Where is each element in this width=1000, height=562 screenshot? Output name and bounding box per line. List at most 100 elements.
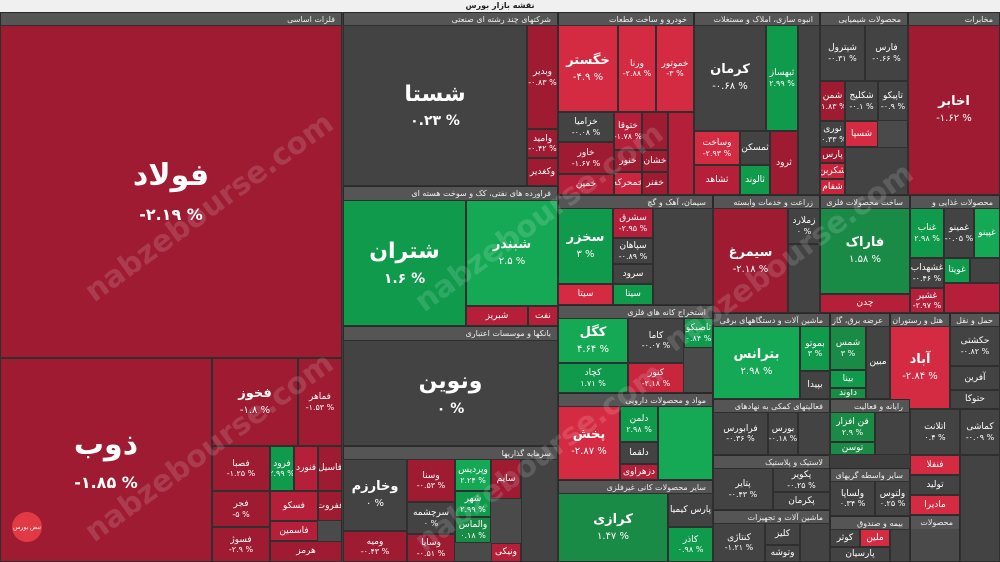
tile-alnet[interactable]: اتلانت ۰.۴ %	[910, 409, 960, 455]
tile-vesaya[interactable]: وسایا -۰.۵۱ %	[407, 534, 455, 562]
tile-shabriz[interactable]: شبریز	[466, 306, 528, 326]
tile-kama[interactable]: کاما -۰.۰۷ %	[628, 318, 684, 363]
tile-sepahanx[interactable]: سیتا	[613, 284, 653, 305]
tile-small[interactable]	[653, 208, 713, 305]
tile-khemhan[interactable]: خمحرکه	[614, 172, 642, 195]
tile-vapardis[interactable]: وپردیس ۲.۲۴ %	[455, 459, 491, 491]
tile-kegol[interactable]: کگل ۴.۶۴ %	[558, 318, 628, 363]
tile-shasta[interactable]: شستا ۰.۲۳ %	[343, 25, 527, 186]
tile-kavir[interactable]: کوثر	[830, 529, 860, 547]
tile-small[interactable]	[668, 112, 694, 195]
tile-kechad[interactable]: کچاد ۱.۷۱ %	[558, 363, 628, 393]
tile-khetur[interactable]: خنور	[614, 150, 642, 172]
tile-sefars[interactable]: سشرق -۲.۹۵ %	[613, 208, 653, 238]
tile-khemin[interactable]: خمین	[558, 174, 614, 195]
tile-tapico[interactable]: تاصیکو ۰.۸۴ %	[684, 318, 713, 348]
tile-small[interactable]	[798, 25, 820, 195]
tile-bahman[interactable]: پارس کیمیا	[668, 493, 713, 527]
tile-khomotor[interactable]: خموتور -۳ %	[656, 25, 694, 112]
tile-shpetrol[interactable]: شپترول -۰.۳۱ %	[820, 25, 865, 81]
tile-ghpars[interactable]: غپینو	[974, 208, 1000, 258]
tile-noori[interactable]: نوری-۰.۳۳ %	[820, 121, 845, 147]
tile-betrans[interactable]: بترانس ۲.۹۸ %	[713, 326, 800, 399]
tile-hafkoshti[interactable]: حکشتی -۰.۸۲ %	[950, 326, 1000, 366]
tile-khazamia[interactable]: خزامیا -۰.۰۸ %	[558, 112, 614, 142]
tile-sekhazar[interactable]: سخزر ۳ %	[558, 208, 613, 284]
tile-shakhlij[interactable]: شکلیج -۰.۱ %	[845, 81, 878, 121]
tile-hormoz[interactable]: هرمز	[270, 541, 342, 562]
tile-vakharazm[interactable]: وخارزم ۰ %	[343, 459, 407, 531]
tile-shagam[interactable]: شفام	[820, 179, 845, 195]
tile-froud[interactable]: فرود ۲.۹۹ %	[270, 446, 294, 491]
tile-faraak[interactable]: فاراک ۱.۵۸ %	[820, 208, 910, 294]
tile-valtoos[interactable]: ولتوس ۰.۲۵ %	[875, 481, 910, 516]
tile-vasakht[interactable]: وساخت -۲.۹۳ %	[694, 131, 740, 165]
tile-dalqa[interactable]: دلقما	[620, 442, 658, 464]
tile-dalmn[interactable]: دلمن ۲.۹۸ %	[620, 406, 658, 442]
tile-fajr[interactable]: فجر -۵ %	[212, 491, 270, 527]
tile-vamid[interactable]: وامید -۰.۴۲ %	[527, 129, 558, 158]
tile-ghshir[interactable]: غشیر -۲.۹۷ %	[910, 288, 944, 313]
tile-kalaz[interactable]: کاذر ۰.۹۸ %	[668, 527, 713, 562]
tile-vanovin[interactable]: ونوین ۰ %	[343, 340, 558, 446]
tile-tapiko[interactable]: تاپیکو -۰.۹ %	[878, 81, 908, 121]
tile-tashahad[interactable]: ثشاهد	[694, 165, 740, 195]
tile-fars[interactable]: فارس -۰.۶۶ %	[865, 25, 908, 81]
tile-zamlad[interactable]: زملارد ۰ %	[788, 208, 820, 244]
tile-kerman[interactable]: کرمان -۰.۶۸ %	[694, 25, 766, 131]
tile-aparin[interactable]: آفرین	[950, 366, 1000, 390]
tile-maheen[interactable]: ملین	[860, 529, 890, 547]
tile-small[interactable]	[800, 523, 830, 562]
tile-khashan[interactable]: خشان	[642, 150, 668, 172]
tile-kerazi[interactable]: کرازی ۱.۴۷ %	[558, 493, 668, 562]
tile-small[interactable]	[944, 283, 1000, 313]
tile-bourse[interactable]: بورس -۰.۱۸ %	[768, 412, 798, 455]
tile-abad[interactable]: آباد -۲.۸۴ %	[890, 326, 950, 409]
tile-khavar[interactable]: خاور -۱.۶۷ %	[558, 142, 614, 174]
tile-ghmino[interactable]: غمینو -۰.۰۵ %	[944, 208, 974, 258]
tile-small[interactable]	[658, 406, 713, 480]
tile-akhaber[interactable]: اخابر -۱.۶۲ %	[908, 25, 1000, 195]
tile-khegostar[interactable]: خگستر -۴.۹ %	[558, 25, 618, 112]
tile-sarood[interactable]: سرود	[613, 264, 653, 284]
tile-chedn[interactable]: چدن	[820, 294, 910, 313]
tile-fesko[interactable]: فسکو	[270, 491, 318, 521]
tile-ghnab[interactable]: غناب ۲.۹۸ %	[910, 208, 944, 258]
tile-bemotu[interactable]: بموتو ۳ %	[800, 326, 830, 371]
tile-shirzar[interactable]: شکربن	[820, 163, 845, 179]
tile-khtoula[interactable]: ختوقا -۱.۷۸ %	[614, 112, 642, 150]
tile-toosan[interactable]: توسن	[830, 442, 875, 455]
tile-fameraz[interactable]: فماهر -۱.۵۳ %	[298, 358, 342, 446]
tile-kegliz[interactable]: کلیز	[765, 523, 800, 545]
tile-tolid[interactable]: تولید	[910, 475, 960, 495]
tile-kamashe[interactable]: کماشی -۰.۰۹ %	[960, 409, 1000, 455]
tile-shepars[interactable]: پارس	[820, 147, 845, 163]
tile-shamn[interactable]: شمن-۱.۸۳ %	[820, 81, 845, 121]
tile-vamiye[interactable]: ومیه -۰.۴۳ %	[343, 531, 407, 562]
tile-shetran[interactable]: شتران ۱.۶ %	[343, 200, 466, 326]
tile-fesvaj[interactable]: فسوژ -۲.۹ %	[212, 527, 270, 562]
tile-davdand[interactable]: داوند	[830, 388, 866, 399]
tile-foolad[interactable]: فولاد -۲.۱۹ %	[0, 25, 342, 358]
tile-parsian[interactable]: پارسیان	[830, 547, 890, 562]
tile-small[interactable]	[970, 258, 1000, 283]
tile-shams[interactable]: شمس ۳ %	[830, 326, 866, 370]
tile-ffrud[interactable]: ففروت	[318, 491, 342, 521]
tile-thabad[interactable]: ثرود	[770, 131, 798, 195]
tile-kenur[interactable]: کنور -۲.۱۸ %	[628, 363, 684, 393]
tile-vesna[interactable]: وسنا -۰.۵۳ %	[407, 459, 455, 502]
tile-pakhsh2[interactable]: پکرمان	[773, 492, 830, 510]
tile-hatokay[interactable]: حتوکا	[950, 390, 1000, 409]
tile-vorna[interactable]: ورنا -۲.۸۸ %	[618, 25, 656, 112]
tile-fanafzar[interactable]: فن افزار ۲.۹ %	[830, 412, 875, 442]
tile-shahr[interactable]: شهر ۲.۹۹ %	[455, 491, 491, 517]
tile-fasmin[interactable]: فاسمین	[270, 521, 318, 541]
tile-small[interactable]	[642, 112, 668, 150]
tile-pkavir[interactable]: پکویر -۰.۲۵ %	[773, 468, 830, 492]
tile-ghevita[interactable]: غویتا	[944, 258, 970, 283]
tile-small[interactable]	[845, 147, 908, 195]
tile-seimorgh[interactable]: سیمرغ -۲.۱۸ %	[713, 208, 788, 313]
tile-khsepid[interactable]: شسپا	[845, 121, 878, 147]
tile-thebaz[interactable]: ثبهساز ۲.۹۹ %	[766, 25, 798, 131]
tile-bina[interactable]: بینا	[830, 370, 866, 388]
